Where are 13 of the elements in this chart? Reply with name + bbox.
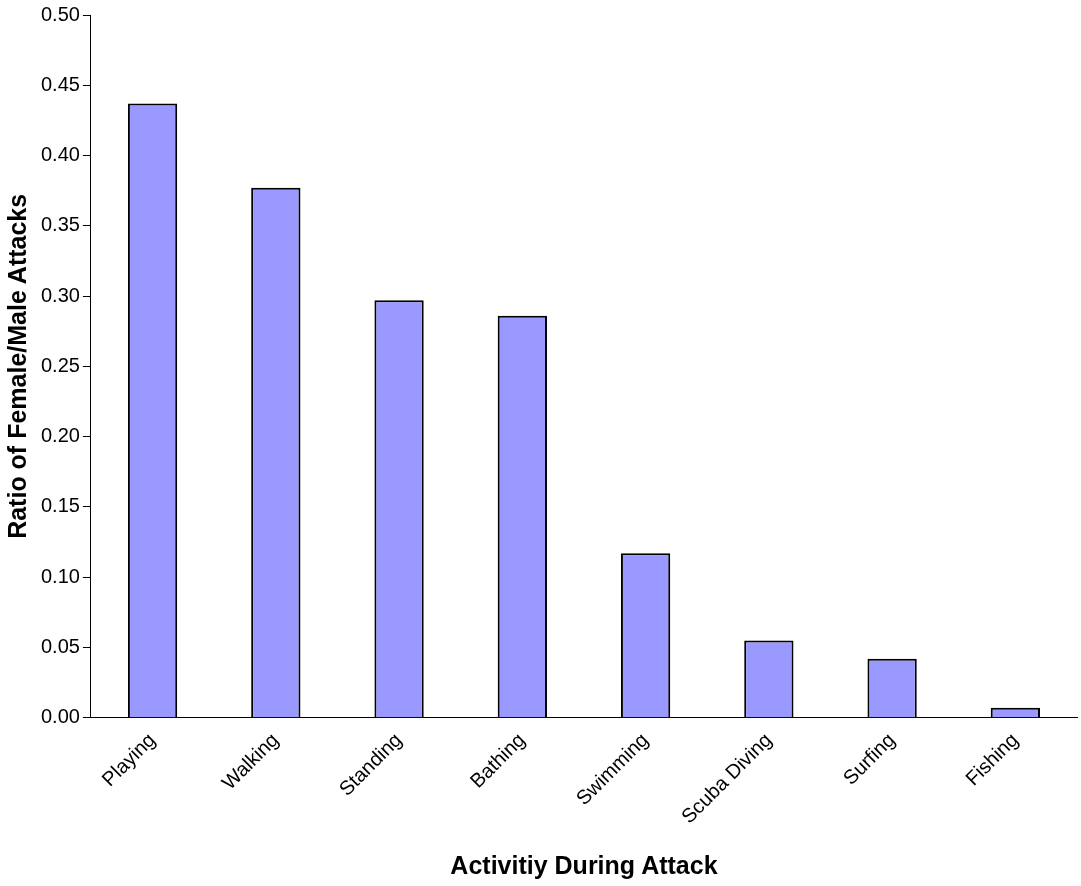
- y-tick-label: 0.15: [40, 494, 80, 517]
- y-tick-label: 0.35: [40, 213, 80, 236]
- y-tick-label: 0.40: [40, 143, 80, 166]
- y-tick-label: 0.45: [40, 72, 80, 95]
- y-axis-title: Ratio of Female/Male Attacks: [2, 193, 31, 539]
- y-tick-label: 0.20: [40, 424, 80, 447]
- y-tick-label: 0.30: [40, 283, 80, 306]
- y-tick-label: 0.00: [40, 705, 80, 728]
- y-tick-label: 0.10: [40, 564, 80, 587]
- x-axis-title: Activitiy During Attack: [450, 850, 718, 879]
- y-tick-label: 0.05: [40, 634, 80, 657]
- y-tick-label: 0.50: [40, 2, 80, 25]
- y-tick-label: 0.25: [40, 353, 80, 376]
